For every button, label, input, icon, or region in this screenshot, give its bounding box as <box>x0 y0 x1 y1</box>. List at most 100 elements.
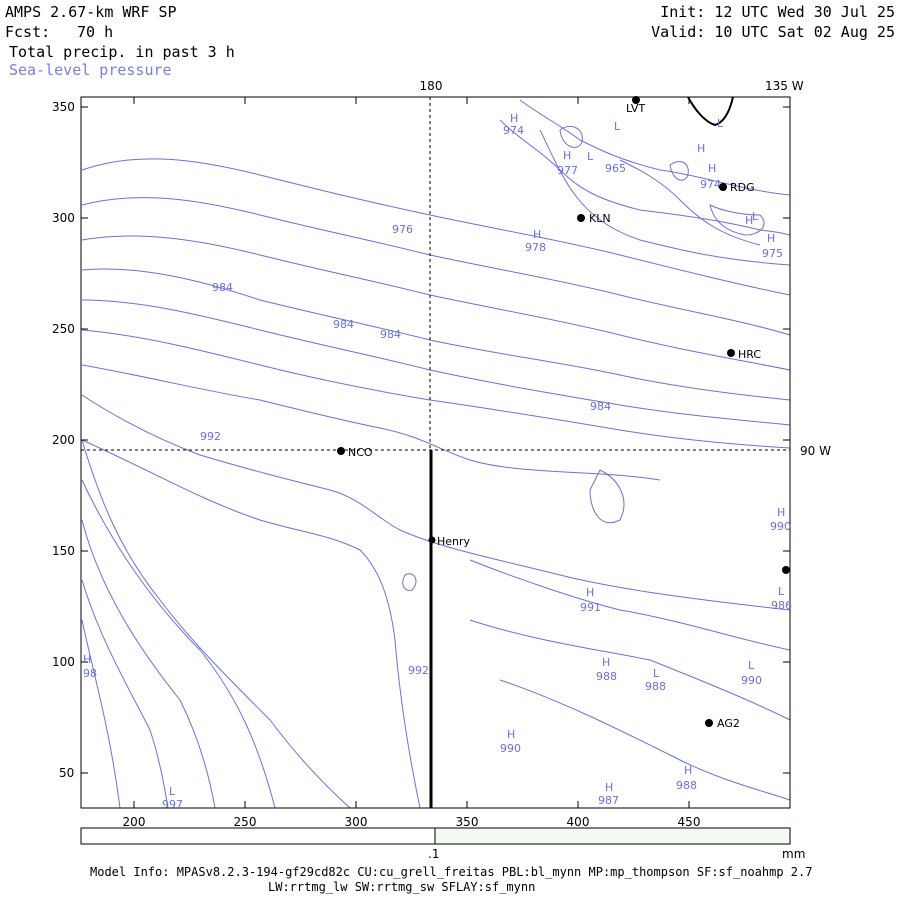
low-center: L <box>587 150 594 163</box>
contour-label: 992 <box>200 430 221 443</box>
high-center: H <box>586 586 594 599</box>
station-henry: Henry <box>428 535 471 548</box>
high-center: L <box>169 785 176 798</box>
init-time: Init: 12 UTC Wed 30 Jul 25 <box>660 3 895 21</box>
high-center: H <box>684 764 692 777</box>
model-info-line2: LW:rrtmg_lw SW:rrtmg_sw SFLAY:sf_mynn <box>268 880 536 894</box>
contour-label: 991 <box>580 601 601 614</box>
high-center: H <box>777 506 785 519</box>
x-tick-label: 400 <box>567 815 590 829</box>
contour-label: 987 <box>598 794 619 807</box>
station-label: AG2 <box>717 717 740 730</box>
low-center: L <box>614 120 621 133</box>
contour-label: 984 <box>380 328 401 341</box>
y-tick-label: 150 <box>52 544 75 558</box>
contour-label: 990 <box>500 742 521 755</box>
valid-time: Valid: 10 UTC Sat 02 Aug 25 <box>651 23 895 41</box>
station-kln: KLN <box>577 212 611 225</box>
colorbar-segment-empty <box>80 827 436 845</box>
station-label: LVT <box>626 102 645 115</box>
y-tick-label: 250 <box>52 322 75 336</box>
colorbar-tick-label: .1 <box>428 847 439 861</box>
x-tick-label: 250 <box>234 815 257 829</box>
x-tick-label: 300 <box>345 815 368 829</box>
contour-label: 988 <box>596 670 617 683</box>
contour-label: 978 <box>525 241 546 254</box>
x-tick-label: 200 <box>123 815 146 829</box>
contour-labels: 974 977 965 974 976 978 975 984 984 984 … <box>83 124 792 811</box>
station-label: KLN <box>589 212 611 225</box>
slp-contours <box>81 99 791 809</box>
low-center: L <box>778 585 785 598</box>
contour-label: 988 <box>645 680 666 693</box>
y-tick-label: 300 <box>52 211 75 225</box>
station-lvt: LVT <box>626 96 645 115</box>
high-center: H <box>533 228 541 241</box>
high-center: H <box>708 162 716 175</box>
longitude-label-90w: 90 W <box>800 444 831 458</box>
y-axis-labels: 350 300 250 200 150 100 50 <box>52 100 75 780</box>
high-center: H <box>510 112 518 125</box>
contour-label: 974 <box>503 124 524 137</box>
y-tick-label: 350 <box>52 100 75 114</box>
contour-label: 990 <box>770 520 791 533</box>
low-center: L <box>717 117 724 130</box>
map-frame <box>80 96 791 809</box>
colorbar-segment-light <box>434 827 791 845</box>
station-label: Henry <box>437 535 471 548</box>
overlay-title: Sea-level pressure <box>9 61 172 79</box>
station-ag2: AG2 <box>705 717 740 730</box>
contour-label: 984 <box>590 400 611 413</box>
high-center: H <box>767 232 775 245</box>
axis-ticks <box>81 97 790 808</box>
y-tick-label: 100 <box>52 655 75 669</box>
stations: LVT RDG KLN HRC NCO Henry AG2 <box>337 96 790 730</box>
longitude-label-180: 180 <box>420 79 443 93</box>
coastline <box>687 96 734 127</box>
contour-label: 990 <box>741 674 762 687</box>
pressure-centers: H H L L H H H H L H H L L H H H L H L H … <box>83 112 785 798</box>
station-label: RDG <box>730 181 755 194</box>
x-tick-label: 450 <box>678 815 701 829</box>
contour-label: 988 <box>676 779 697 792</box>
station-label: HRC <box>738 348 761 361</box>
station-label: NCO <box>348 446 373 459</box>
field-title: Total precip. in past 3 h <box>9 43 235 61</box>
contour-label: 992 <box>408 664 429 677</box>
station-nco: NCO <box>337 446 373 459</box>
y-tick-label: 50 <box>59 766 74 780</box>
contour-label: 984 <box>212 281 233 294</box>
high-center: H <box>745 214 753 227</box>
model-info-line1: Model Info: MPASv8.2.3-194-gf29cd82c CU:… <box>90 865 813 879</box>
colorbar-unit: mm <box>782 847 805 861</box>
longitude-label-135w: 135 W <box>765 79 804 93</box>
contour-label: 974 <box>700 178 721 191</box>
contour-label: 984 <box>333 318 354 331</box>
high-center: H <box>563 149 571 162</box>
contour-label: 98 <box>83 667 97 680</box>
high-center: H <box>507 728 515 741</box>
contour-label: 997 <box>162 798 183 811</box>
x-axis-labels: 200 250 300 350 400 450 <box>123 815 701 829</box>
low-center: L <box>752 210 759 223</box>
station-hrc: HRC <box>727 348 761 361</box>
low-center: H <box>602 656 610 669</box>
contour-label: 977 <box>557 164 578 177</box>
forecast-label: Fcst: <box>5 23 51 41</box>
high-center: H <box>697 142 705 155</box>
x-tick-label: 350 <box>456 815 479 829</box>
high-center: H <box>83 653 91 666</box>
station-edge <box>782 566 790 574</box>
y-tick-label: 200 <box>52 433 75 447</box>
model-title: AMPS 2.67-km WRF SP <box>5 3 177 21</box>
contour-label: 986 <box>771 599 792 612</box>
contour-label: 975 <box>762 247 783 260</box>
high-center: L <box>748 659 755 672</box>
low-center: H <box>605 781 613 794</box>
low-center: L <box>653 667 660 680</box>
forecast-hours: 70 h <box>77 23 114 41</box>
contour-label: 976 <box>392 223 413 236</box>
contour-label: 965 <box>605 162 626 175</box>
station-rdg: RDG <box>719 181 755 194</box>
